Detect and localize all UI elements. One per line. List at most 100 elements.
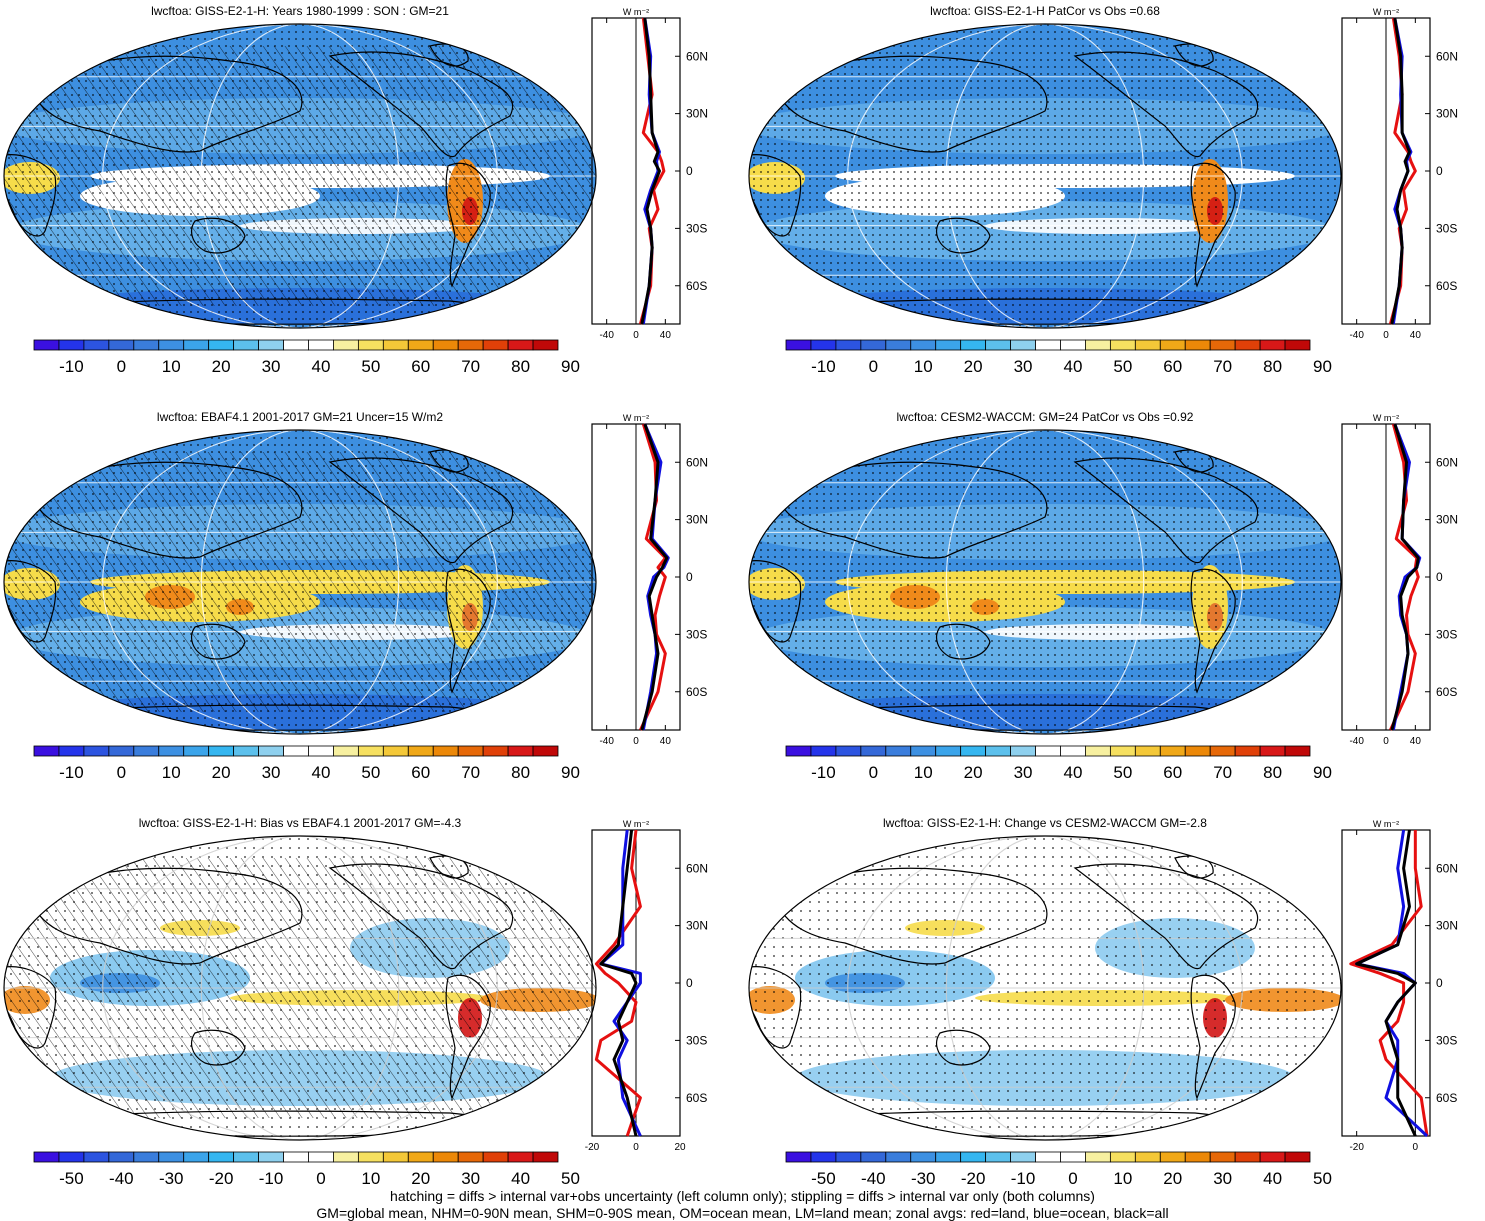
colorbar-swatch xyxy=(382,339,409,351)
colorbar-swatch xyxy=(308,339,334,351)
zonal-line-all xyxy=(599,829,638,1137)
colorbar-swatch xyxy=(83,339,110,351)
map-title: lwcftoa: EBAF4.1 2001-2017 GM=21 Uncer=1… xyxy=(156,410,444,424)
zonal-x-tick-label: -40 xyxy=(1349,330,1364,341)
coast-eurasia xyxy=(774,461,1048,559)
colorbar-label: 70 xyxy=(461,763,480,780)
colorbar-swatch xyxy=(1060,745,1086,757)
colorbar-swatch xyxy=(507,1151,534,1163)
colorbar-label: 30 xyxy=(1213,1169,1232,1186)
colorbar-swatch xyxy=(457,745,484,757)
zonal-lat-tick-label: 0 xyxy=(686,570,693,584)
zonal-lat-tick-label: 0 xyxy=(686,164,693,178)
zonal-x-tick-label: -40 xyxy=(1349,736,1364,747)
colorbar-swatch xyxy=(935,745,962,757)
map-border xyxy=(3,23,597,329)
zonal-units-label: W m⁻² xyxy=(623,413,649,423)
zonal-units-label: W m⁻² xyxy=(1373,819,1399,829)
coast-south-america xyxy=(445,162,491,288)
colorbar-swatch xyxy=(507,745,534,757)
coast-australia xyxy=(936,1029,991,1066)
graticule-lon-line xyxy=(102,24,498,328)
colorbar-swatch xyxy=(183,1151,210,1163)
map-field xyxy=(749,24,1341,328)
colorbar-swatch xyxy=(1010,745,1036,757)
colorbar-label: -20 xyxy=(961,1169,986,1186)
footer-note-2: GM=global mean, NHM=0-90N mean, SHM=0-90… xyxy=(316,1205,1169,1221)
coast-eurasia xyxy=(29,867,303,965)
map-title: lwcftoa: GISS-E2-1-H: Change vs CESM2-WA… xyxy=(883,816,1207,830)
zonal-lat-tick-label: 60S xyxy=(1436,685,1457,699)
colorbar-label: 30 xyxy=(461,1169,480,1186)
graticule xyxy=(4,24,596,328)
colorbar-label: -10 xyxy=(811,763,836,780)
coast-australia xyxy=(191,1029,246,1066)
colorbar-label: -20 xyxy=(209,1169,234,1186)
zonal-x-tick-label: -20 xyxy=(1349,1142,1364,1153)
zonal-x-tick-label: -20 xyxy=(585,1142,600,1153)
footer-note-1: hatching = diffs > internal var+obs unce… xyxy=(390,1188,1095,1204)
zonal-mean-plot: W m⁻² 60N 30N 0 30S 60S -40 0 40 xyxy=(1341,413,1458,747)
colorbar-label: -10 xyxy=(811,357,836,374)
graticule xyxy=(749,430,1341,734)
zonal-x-tick-label: 20 xyxy=(674,1142,686,1153)
colorbar-swatch xyxy=(1159,745,1186,757)
colorbar-label: 70 xyxy=(461,357,480,374)
colorbar: -10 0 10 20 30 40 50 60 70 80 90 xyxy=(33,745,580,780)
colorbar-swatch xyxy=(1010,339,1036,351)
colorbar-label: 60 xyxy=(411,763,430,780)
colorbar-swatch xyxy=(810,745,837,757)
zonal-lat-tick-label: 30N xyxy=(686,919,708,933)
zonal-x-tick-label: -40 xyxy=(599,330,614,341)
zonal-line-land xyxy=(1349,830,1429,1137)
zonal-x-tick-label: 0 xyxy=(1383,330,1389,341)
zonal-mean-plot: W m⁻² 60N 30N 0 30S 60S -20 0 xyxy=(1341,819,1458,1153)
colorbar-swatch xyxy=(83,1151,110,1163)
colorbar-label: 50 xyxy=(561,1169,580,1186)
colorbar-swatch xyxy=(885,339,912,351)
colorbar-swatch xyxy=(835,339,862,351)
colorbar-swatch xyxy=(308,745,334,757)
colorbar-swatch xyxy=(208,1151,235,1163)
colorbar-label: -10 xyxy=(59,763,84,780)
colorbar-swatch xyxy=(835,1151,862,1163)
zonal-lat-tick-label: 30S xyxy=(686,627,707,641)
zonal-mean-plot: W m⁻² 60N 30N 0 30S 60S -40 0 40 xyxy=(1341,7,1458,341)
colorbar-swatch xyxy=(58,1151,85,1163)
colorbar-swatch xyxy=(1134,1151,1161,1163)
colorbar-swatch xyxy=(835,745,862,757)
colorbar-label: 0 xyxy=(869,763,878,780)
colorbar-swatch xyxy=(283,745,309,757)
coast-south-america xyxy=(445,974,491,1100)
colorbar: -10 0 10 20 30 40 50 60 70 80 90 xyxy=(785,339,1332,374)
coast-eurasia xyxy=(774,55,1048,153)
zonal-lat-tick-label: 30N xyxy=(686,513,708,527)
colorbar-label: 60 xyxy=(411,357,430,374)
map-field xyxy=(4,24,596,328)
colorbar-swatch xyxy=(333,1151,359,1163)
zonal-lat-tick-label: 30N xyxy=(1436,107,1458,121)
colorbar-swatch xyxy=(33,745,60,757)
colorbar-swatch xyxy=(133,745,160,757)
colorbar-swatch xyxy=(507,339,534,351)
zonal-lat-tick-label: 30S xyxy=(1436,627,1457,641)
colorbar-swatch xyxy=(1259,745,1286,757)
zonal-units-label: W m⁻² xyxy=(1373,413,1399,423)
colorbar-swatch xyxy=(333,339,359,351)
colorbar-swatch xyxy=(532,339,559,351)
colorbar-label: 0 xyxy=(1068,1169,1077,1186)
zonal-lat-tick-label: 60N xyxy=(686,861,708,875)
colorbar-swatch xyxy=(457,1151,484,1163)
colorbar-swatch xyxy=(233,339,259,351)
colorbar-swatch xyxy=(960,339,987,351)
colorbar-label: 70 xyxy=(1213,357,1232,374)
colorbar-label: 60 xyxy=(1163,357,1182,374)
colorbar-label: 50 xyxy=(1313,1169,1332,1186)
colorbar-label: 40 xyxy=(1063,763,1082,780)
colorbar-label: 80 xyxy=(511,763,530,780)
colorbar-swatch xyxy=(133,1151,160,1163)
panel-2: lwcftoa: GISS-E2-1-H PatCor vs Obs =0.68… xyxy=(745,0,1485,390)
colorbar-swatch xyxy=(158,745,185,757)
colorbar-label: 20 xyxy=(411,1169,430,1186)
colorbar-swatch xyxy=(1085,1151,1111,1163)
